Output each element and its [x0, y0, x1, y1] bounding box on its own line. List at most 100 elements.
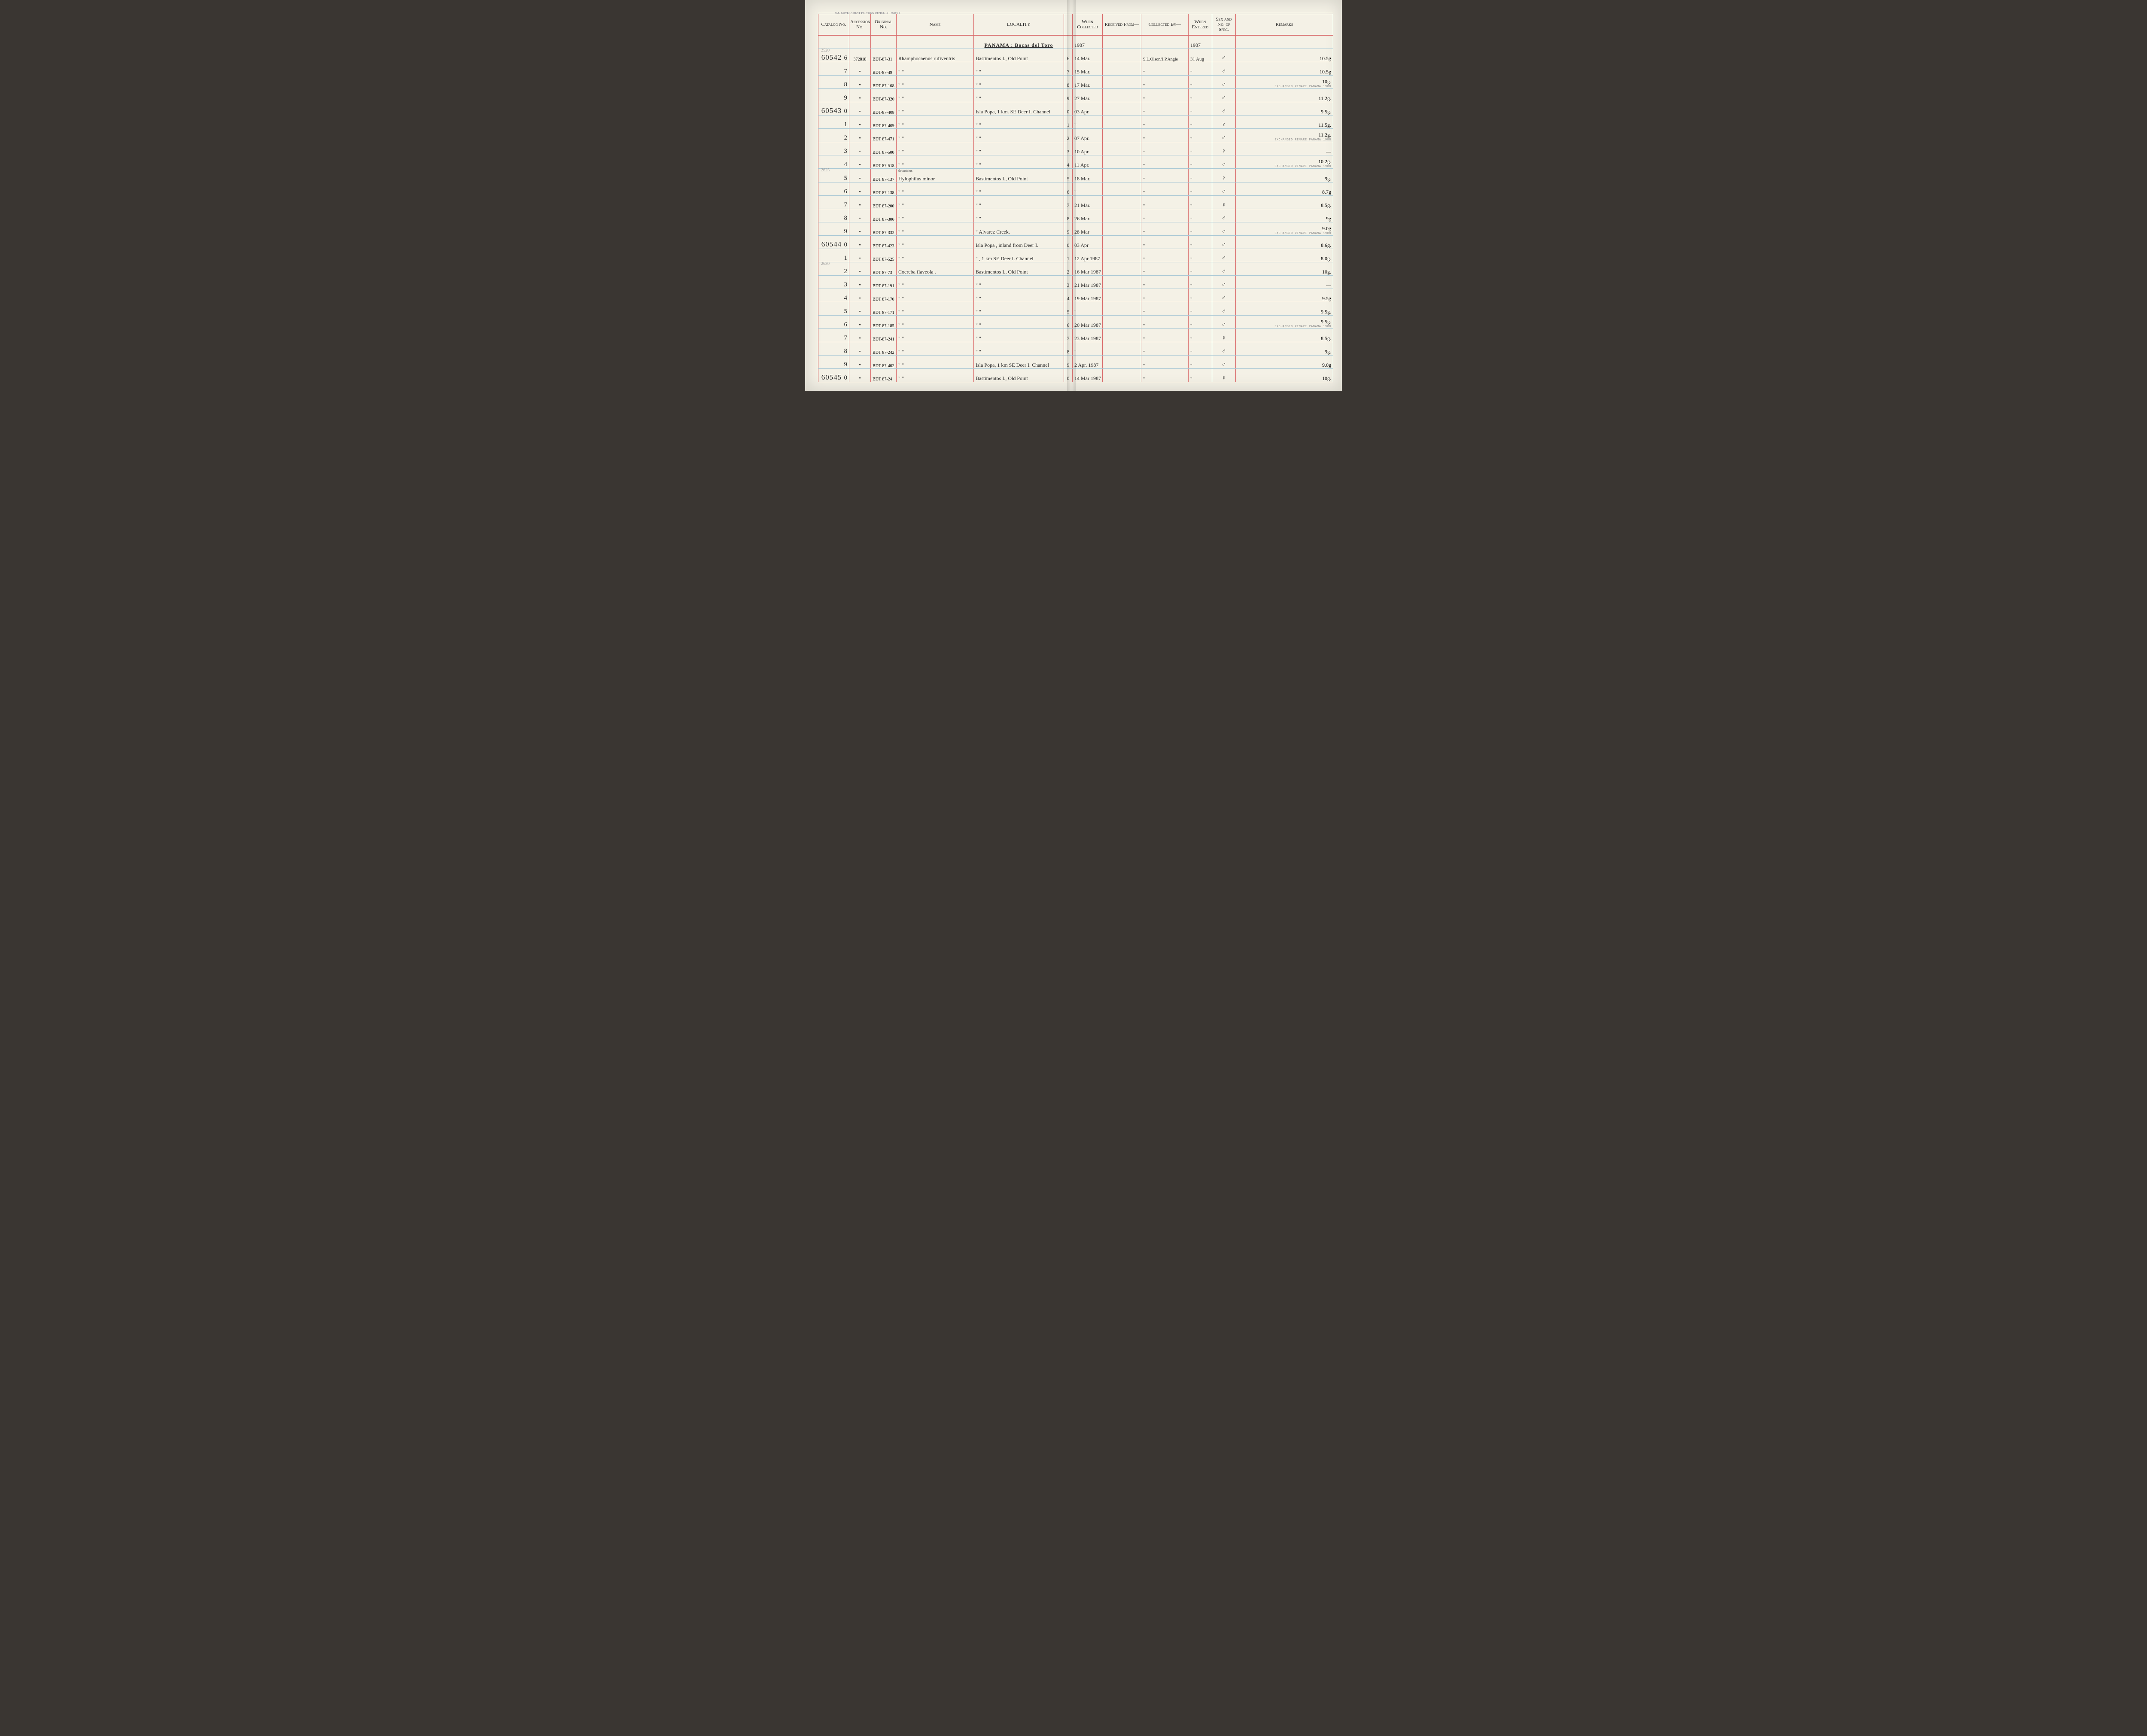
year-collected: 1987 — [1073, 35, 1103, 49]
original-no: BDT 87-24 — [871, 369, 897, 382]
received-from — [1103, 209, 1141, 222]
catalog-no: 8 — [818, 209, 849, 222]
specimen-name: " " — [897, 342, 974, 356]
locality: " " — [974, 129, 1064, 142]
table-row: 60545 0"BDT 87-24" "Bastimentos I., Old … — [818, 369, 1333, 382]
sex-spec: ♂ — [1212, 289, 1236, 302]
remarks: — — [1236, 142, 1333, 155]
original-no: BDT 87-171 — [871, 302, 897, 316]
collected-by: " — [1141, 169, 1189, 182]
when-collected: 07 Apr. — [1073, 129, 1103, 142]
original-no: BDT 87-402 — [871, 356, 897, 369]
original-no: BDT-87-408 — [871, 102, 897, 116]
sex-spec: ♂ — [1212, 182, 1236, 196]
when-entered: " — [1189, 249, 1212, 262]
locality: Isla Popa, 1 km. SE Deer I. Channel — [974, 102, 1064, 116]
when-entered: " — [1189, 142, 1212, 155]
pencil-annotation: 2630 — [821, 261, 830, 266]
received-from — [1103, 116, 1141, 129]
ledger-header: Catalog No. Accession No. Original No. N… — [818, 14, 1333, 36]
col-remarks: Remarks — [1236, 14, 1333, 36]
sex-spec: ♂ — [1212, 129, 1236, 142]
catalog-no: 1 — [818, 116, 849, 129]
remarks: 9.0gEXCHANGED RENARE PANAMA 1988 — [1236, 222, 1333, 236]
collected-by: " — [1141, 102, 1189, 116]
locality: " " — [974, 89, 1064, 102]
original-no: BDT 87-525 — [871, 249, 897, 262]
when-entered: " — [1189, 316, 1212, 329]
col-original: Original No. — [871, 14, 897, 36]
gutter-digit: 7 — [1064, 329, 1073, 342]
locality: Bastimentos I., Old Point — [974, 262, 1064, 276]
catalog-no: 7 — [818, 62, 849, 76]
catalog-no: 9 — [818, 356, 849, 369]
accession-no: " — [849, 89, 871, 102]
table-row: 7"BDT-87-49" "" "715 Mar.""♂10.5g — [818, 62, 1333, 76]
original-no: BDT-87-241 — [871, 329, 897, 342]
received-from — [1103, 49, 1141, 62]
collected-by: " — [1141, 356, 1189, 369]
accession-no: " — [849, 182, 871, 196]
received-from — [1103, 142, 1141, 155]
when-collected: " — [1073, 302, 1103, 316]
specimen-name: " " — [897, 89, 974, 102]
table-row: 9"BDT-87-320" "" "927 Mar.""♂11.2g. — [818, 89, 1333, 102]
catalog-no: 8 — [818, 342, 849, 356]
when-collected: " — [1073, 182, 1103, 196]
accession-no: " — [849, 222, 871, 236]
remarks: — — [1236, 276, 1333, 289]
col-name: Name — [897, 14, 974, 36]
specimen-name: " " — [897, 76, 974, 89]
remarks: 11.5g. — [1236, 116, 1333, 129]
catalog-no: 7 — [818, 196, 849, 209]
gutter-digit: 4 — [1064, 155, 1073, 169]
original-no: BDT 87-200 — [871, 196, 897, 209]
sex-spec: ♀ — [1212, 196, 1236, 209]
original-no: BDT-87-409 — [871, 116, 897, 129]
table-row: 26302"BDT 87-73Coereba flaveola .Bastime… — [818, 262, 1333, 276]
locality: Bastimentos I., Old Point — [974, 169, 1064, 182]
gutter-digit: 9 — [1064, 356, 1073, 369]
sex-spec: ♂ — [1212, 342, 1236, 356]
remarks: 10g. — [1236, 262, 1333, 276]
when-entered: " — [1189, 369, 1212, 382]
when-entered: " — [1189, 62, 1212, 76]
table-row: 1"BDT-87-409" "" "1"""♀11.5g. — [818, 116, 1333, 129]
catalog-no: 60544 0 — [818, 236, 849, 249]
specimen-name: " " — [897, 329, 974, 342]
locality: " , 1 km SE Deer I. Channel — [974, 249, 1064, 262]
exchange-stamp: EXCHANGED RENARE PANAMA 1988 — [1238, 85, 1331, 88]
table-row: 60543 0"BDT-87-408" "Isla Popa, 1 km. SE… — [818, 102, 1333, 116]
accession-no: " — [849, 369, 871, 382]
sex-spec: ♂ — [1212, 236, 1236, 249]
remarks: 9.5g — [1236, 289, 1333, 302]
remarks: 9g. — [1236, 169, 1333, 182]
locality: " " — [974, 329, 1064, 342]
when-collected: 16 Mar 1987 — [1073, 262, 1103, 276]
when-entered: " — [1189, 356, 1212, 369]
received-from — [1103, 262, 1141, 276]
when-collected: 17 Mar. — [1073, 76, 1103, 89]
accession-no: " — [849, 209, 871, 222]
accession-no: " — [849, 249, 871, 262]
collected-by: " — [1141, 276, 1189, 289]
collected-by: " — [1141, 302, 1189, 316]
accession-no: 372818 — [849, 49, 871, 62]
when-entered: " — [1189, 102, 1212, 116]
catalog-no: 60545 0 — [818, 369, 849, 382]
table-row: 252060542 6372818BDT-87-31Rhamphocaenus … — [818, 49, 1333, 62]
when-entered: " — [1189, 222, 1212, 236]
remarks: 8.6g. — [1236, 236, 1333, 249]
specimen-name: " " — [897, 209, 974, 222]
gutter-digit: 2 — [1064, 129, 1073, 142]
locality: Bastimentos I., Old Point — [974, 49, 1064, 62]
when-collected: 03 Apr — [1073, 236, 1103, 249]
collected-by: " — [1141, 369, 1189, 382]
locality: " " — [974, 196, 1064, 209]
collected-by: " — [1141, 316, 1189, 329]
locality: " " — [974, 155, 1064, 169]
remarks: 10.2g.EXCHANGED RENARE PANAMA 1988 — [1236, 155, 1333, 169]
gutter-digit: 5 — [1064, 302, 1073, 316]
when-entered: " — [1189, 116, 1212, 129]
ledger-body: PANAMA : Bocas del Toro 1987 1987 252060… — [818, 35, 1333, 382]
